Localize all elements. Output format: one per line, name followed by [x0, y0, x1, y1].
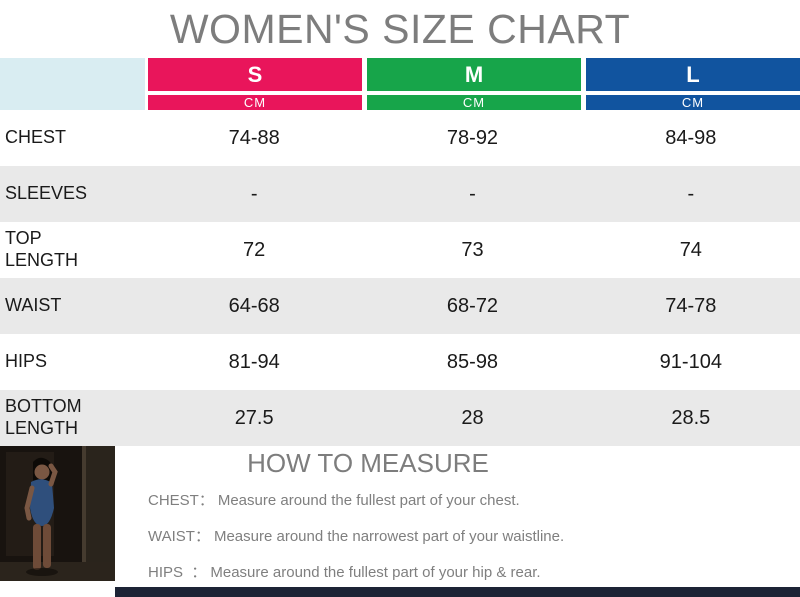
row-label-chest: CHEST [5, 127, 67, 148]
cell-top-length-m: 73 [461, 238, 484, 261]
row-label-hips: HIPS [5, 351, 48, 372]
size-table-header: S CM M CM L CM [0, 58, 800, 110]
cell-waist-l: 74-78 [665, 294, 717, 317]
instruction-waist-label: WAIST： [148, 528, 210, 545]
instruction-hips-text: Measure around the fullest part of your … [210, 564, 541, 581]
cell-chest-m: 78-92 [446, 126, 499, 149]
instruction-chest-text: Measure around the fullest part of your … [217, 492, 520, 509]
page-title: WOMEN'S SIZE CHART [169, 6, 631, 52]
cell-hips-l: 91-104 [659, 350, 722, 373]
cell-waist-m: 68-72 [446, 294, 499, 317]
cell-hips-m: 85-98 [446, 350, 499, 373]
cell-sleeves-m: - [469, 182, 476, 205]
cell-sleeves-l: - [687, 182, 695, 205]
table-row-sleeves: SLEEVES - - - [0, 166, 800, 222]
cell-waist-s: 64-68 [228, 294, 280, 317]
instruction-hips-label: HIPS ： [148, 564, 207, 581]
table-corner-cell [0, 58, 145, 110]
how-to-measure-title: HOW TO MEASURE [247, 448, 489, 478]
instruction-chest: CHEST： Measure around the fullest part of… [148, 489, 800, 510]
measure-content: HOW TO MEASURE CHEST： Measure around the … [115, 446, 800, 597]
table-row-top-length: TOP LENGTH 72 73 74 [0, 222, 800, 278]
table-row-chest: CHEST 74-88 78-92 84-98 [0, 110, 800, 166]
cell-top-length-l: 74 [679, 238, 702, 261]
size-table-body: CHEST 74-88 78-92 84-98 SLEEVES - - - TO… [0, 110, 800, 446]
row-label-waist: WAIST [5, 295, 62, 316]
size-column-l: L CM [586, 58, 800, 110]
cell-bottom-length-m: 28 [461, 406, 484, 429]
row-label-top-length: TOP LENGTH [5, 228, 79, 270]
how-to-measure-section: HOW TO MEASURE CHEST： Measure around the … [0, 446, 800, 597]
instruction-chest-label: CHEST： [148, 492, 214, 509]
size-column-m: M CM [367, 58, 581, 110]
row-label-bottom-length: BOTTOM LENGTH [5, 396, 82, 438]
cell-bottom-length-s: 27.5 [234, 406, 274, 429]
instruction-waist-text: Measure around the narrowest part of you… [213, 528, 565, 545]
cell-bottom-length-l: 28.5 [671, 406, 711, 429]
model-photo [0, 446, 115, 581]
size-column-s: S CM [148, 58, 362, 110]
row-label-sleeves: SLEEVES [5, 183, 88, 204]
table-row-bottom-length: BOTTOM LENGTH 27.5 28 28.5 [0, 390, 800, 446]
unit-header-s: CM [148, 95, 362, 110]
cell-hips-s: 81-94 [228, 350, 280, 373]
size-header-s: S [148, 58, 362, 91]
cell-chest-l: 84-98 [665, 126, 717, 149]
bottom-strip [115, 587, 800, 597]
instruction-hips: HIPS ： Measure around the fullest part of… [148, 561, 800, 582]
size-header-m: M [367, 58, 581, 91]
cell-chest-s: 74-88 [228, 126, 280, 149]
unit-header-l: CM [586, 95, 800, 110]
unit-header-m: CM [367, 95, 581, 110]
cell-top-length-s: 72 [243, 238, 266, 261]
table-row-waist: WAIST 64-68 68-72 74-78 [0, 278, 800, 334]
table-row-hips: HIPS 81-94 85-98 91-104 [0, 334, 800, 390]
size-header-l: L [586, 58, 800, 91]
instruction-waist: WAIST： Measure around the narrowest part … [148, 525, 800, 546]
model-photo-image [0, 446, 115, 581]
cell-sleeves-s: - [250, 182, 258, 205]
